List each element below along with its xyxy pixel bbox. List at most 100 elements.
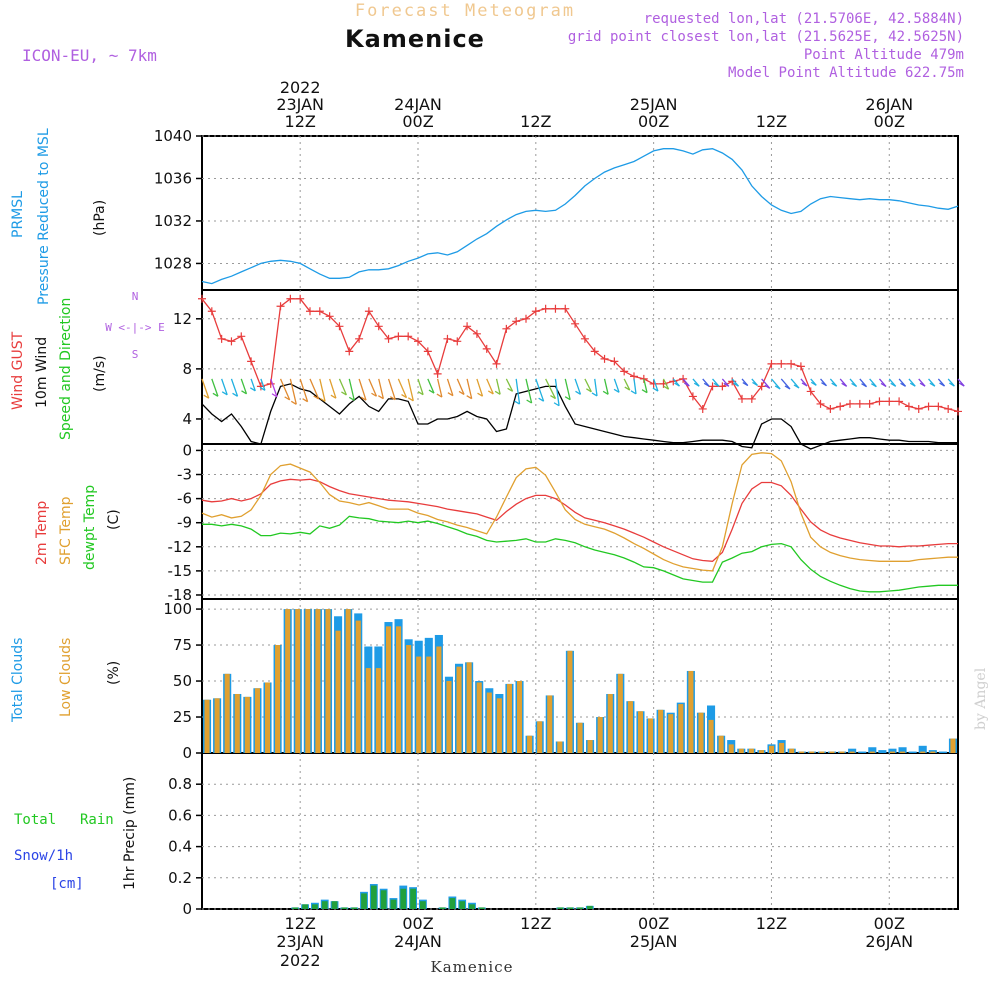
low-cloud-bar xyxy=(708,719,714,753)
ytick-label-2-5: -3 xyxy=(177,466,192,484)
wind-arrow xyxy=(476,378,484,397)
ytick-label-0-1: 1032 xyxy=(154,212,192,230)
gust-marker xyxy=(777,359,786,368)
wind-arrow-head xyxy=(290,400,297,405)
low-cloud-bar xyxy=(688,670,694,753)
low-cloud-bar xyxy=(779,742,785,753)
gust-marker xyxy=(276,302,285,311)
gust-marker xyxy=(522,314,530,323)
wind-arrow-head xyxy=(526,399,532,404)
wind-arrow xyxy=(260,378,266,391)
wind-arrow-head xyxy=(742,382,749,387)
wind-arrow-head xyxy=(958,382,965,387)
wind-arrow xyxy=(515,378,521,405)
gust-marker xyxy=(404,332,413,341)
low-cloud-bar xyxy=(315,609,321,753)
wind-arrow-head xyxy=(764,384,771,389)
gust-marker xyxy=(718,382,727,391)
gust-marker xyxy=(492,359,501,368)
gust-marker xyxy=(875,397,884,406)
low-cloud-bar xyxy=(567,650,573,753)
wind-arrow-head xyxy=(909,382,916,387)
wind-arrow xyxy=(643,378,648,393)
low-cloud-bar xyxy=(758,750,764,753)
model-label: ICON-EU, ~ 7km xyxy=(22,46,157,65)
total-cloud-bar xyxy=(868,747,877,753)
gust-marker xyxy=(414,337,422,346)
wind-arrow xyxy=(250,378,256,392)
gust-marker xyxy=(541,304,550,313)
temp2m-line xyxy=(201,478,958,562)
low-cloud-bar xyxy=(900,751,906,753)
wind-arrow xyxy=(525,378,533,404)
gust-marker xyxy=(551,304,560,313)
low-clouds-label: Low Clouds xyxy=(58,638,74,717)
bottom-axis-date-3: 25JAN xyxy=(630,932,678,951)
gust-marker xyxy=(364,307,373,316)
low-cloud-bar xyxy=(244,696,250,753)
top-axis-date-5: 26JAN xyxy=(865,95,913,114)
ytick-label-4-0: 0 xyxy=(182,900,192,918)
low-cloud-bar xyxy=(648,718,654,753)
precip-rain-bar xyxy=(331,901,338,909)
wind-arrow-head xyxy=(890,382,897,387)
wind-arrow xyxy=(427,378,435,394)
temp2m-label: 2m Temp xyxy=(34,501,50,565)
bottom-axis-hour-1: 00Z xyxy=(402,914,433,933)
gust-marker xyxy=(296,294,305,303)
low-cloud-bar xyxy=(809,751,815,753)
wind-arrow xyxy=(603,378,609,395)
wind-arrow-head xyxy=(417,391,424,396)
ytick-label-2-4: -6 xyxy=(177,490,192,508)
precip-rain-bar xyxy=(341,907,348,909)
low-cloud-bar xyxy=(768,745,775,753)
low-cloud-bar xyxy=(416,656,422,753)
gust-marker xyxy=(345,347,354,356)
wind-arrow-head xyxy=(641,389,648,394)
bottom-axis-hour-5: 00Z xyxy=(874,914,905,933)
low-cloud-bar xyxy=(224,673,230,753)
low-cloud-bar xyxy=(587,740,593,753)
low-cloud-bar xyxy=(849,751,855,753)
wind-arrow xyxy=(417,378,424,395)
wind-arrow xyxy=(299,378,309,402)
gust-marker xyxy=(335,322,344,331)
low-cloud-bar xyxy=(557,741,563,753)
wind-arrow-head xyxy=(652,387,659,392)
wind-arrow-head xyxy=(407,397,414,402)
wind-arrow xyxy=(230,378,239,397)
gust-marker xyxy=(443,334,452,343)
ytick-label-4-4: 0.8 xyxy=(168,775,192,793)
gust-marker xyxy=(904,402,913,411)
gust-marker xyxy=(325,312,334,321)
compass-north: N xyxy=(132,290,139,303)
wind-arrow xyxy=(486,378,494,395)
low-cloud-bar xyxy=(476,682,482,753)
gust-marker xyxy=(836,402,845,411)
gust-marker xyxy=(453,337,462,346)
precip-rain-bar xyxy=(469,904,475,909)
snow-label: Snow/1h xyxy=(14,848,73,864)
wind-arrow-head xyxy=(591,392,598,397)
ytick-label-3-4: 100 xyxy=(163,600,192,618)
precip-rain-bar xyxy=(380,890,387,909)
wind-arrow-head xyxy=(302,398,308,403)
ytick-label-2-6: 0 xyxy=(182,441,192,459)
wind-arrow-head xyxy=(793,384,800,389)
gust-marker xyxy=(590,347,599,356)
wind-arrow xyxy=(338,378,348,396)
wind-arrow-head xyxy=(458,390,465,395)
precip-rain-bar xyxy=(321,901,328,909)
bottom-axis-hour-4: 12Z xyxy=(756,914,787,933)
ytick-label-3-2: 50 xyxy=(173,672,192,690)
wind-arrow xyxy=(240,378,248,395)
wind-line xyxy=(201,383,958,450)
wind-arrow-head xyxy=(919,382,926,387)
top-axis-date-3: 25JAN xyxy=(630,95,678,114)
wind-arrow-head xyxy=(851,382,857,388)
ytick-label-2-2: -12 xyxy=(168,538,193,556)
wind-arrow-head xyxy=(477,392,483,397)
low-cloud-bar xyxy=(396,626,402,753)
precip-rain-bar xyxy=(370,885,377,909)
